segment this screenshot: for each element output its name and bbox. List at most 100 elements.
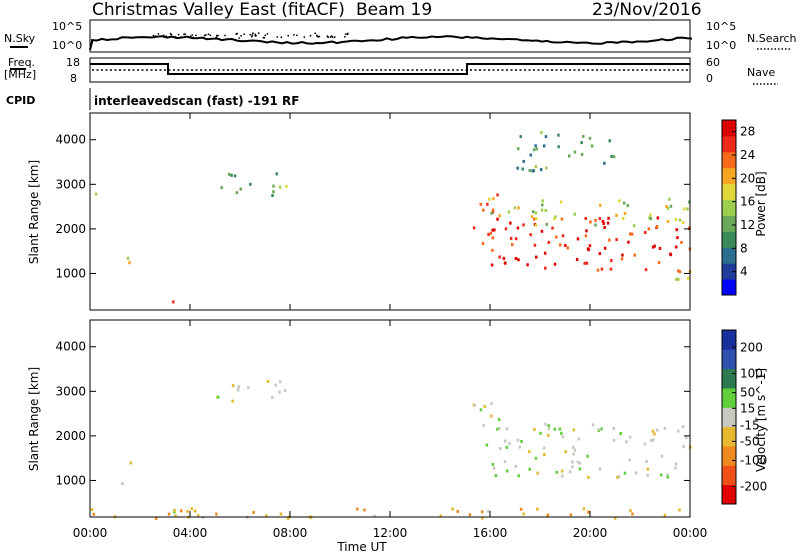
nsearch-point [326, 35, 329, 38]
heat-cell [677, 277, 680, 281]
heat-cell [580, 141, 583, 145]
heat-cell [491, 208, 495, 212]
colorbar-swatch [722, 199, 736, 216]
nsearch-point [314, 32, 317, 35]
nave-tick-top: 60 [706, 56, 720, 69]
nsearch-point [296, 34, 298, 37]
nsearch-point [347, 32, 349, 35]
heat-cell [544, 266, 547, 270]
colorbar-swatch [722, 465, 736, 486]
nsearch-point [177, 33, 180, 36]
heat-cell [174, 514, 177, 518]
heat-cell [564, 243, 567, 247]
heat-cell [506, 469, 509, 473]
heat-cell [651, 245, 655, 249]
heat-cell [629, 509, 632, 513]
heat-cell [488, 197, 491, 201]
heat-cell [544, 135, 548, 139]
heat-cell [534, 211, 538, 215]
heat-cell [584, 234, 588, 238]
heat-cell [472, 226, 476, 230]
heat-cell [612, 438, 616, 442]
heat-cell [582, 134, 585, 138]
nsearch-point [318, 35, 321, 38]
heat-cell [657, 261, 661, 265]
power-colorbar: 4 8 12 16 20 24 28 [721, 119, 755, 296]
nsearch-point [207, 33, 210, 36]
heat-cell [491, 236, 495, 240]
heat-cell [685, 436, 688, 440]
heat-cell [678, 270, 682, 274]
nsky-series [89, 35, 693, 51]
heat-cell [573, 212, 576, 216]
heat-cell [580, 152, 584, 156]
heat-cell [553, 427, 557, 431]
heat-cell [520, 440, 523, 443]
colorbar-swatch [722, 349, 736, 370]
heat-cell [489, 231, 493, 235]
heat-cell [644, 231, 647, 234]
heat-cell [278, 185, 282, 189]
heat-cell [126, 256, 130, 260]
heat-cell [541, 199, 544, 203]
colorbar-tick-label: -50 [740, 434, 760, 448]
nsearch-point [215, 36, 218, 39]
velocity-panel: 1000 2000 3000 4000 Slant Range [km] [27, 319, 692, 520]
heat-cell [167, 512, 171, 516]
heat-cell [507, 210, 511, 214]
heat-cell [594, 218, 597, 222]
heat-cell [656, 216, 660, 220]
nsearch-point [250, 35, 253, 38]
heat-cell [547, 427, 550, 431]
heat-cell [451, 507, 454, 511]
nsearch-point [257, 32, 260, 34]
heat-cell [577, 437, 580, 441]
heat-cell [517, 474, 520, 478]
heat-cell [561, 234, 565, 238]
colorbar-tick-label: 24 [740, 148, 755, 162]
colorbar-tick-label: 28 [740, 125, 755, 139]
colorbar-tick-label: 20 [740, 171, 755, 185]
heat-cell [483, 405, 486, 408]
heat-cell [509, 236, 513, 240]
colorbar-tick-label: -100 [740, 454, 767, 468]
nsearch-point [180, 36, 182, 38]
nsearch-point [343, 35, 346, 38]
nsearch-point [264, 34, 267, 37]
heat-cell [622, 217, 625, 220]
colorbar-swatch [722, 247, 736, 264]
heat-cell [578, 461, 582, 465]
heat-cell [678, 508, 681, 512]
y-tick-label: 3000 [55, 384, 86, 398]
heat-cell [490, 263, 494, 267]
heat-cell [609, 267, 613, 271]
nsearch-label: N.Search [747, 32, 797, 45]
heat-cell [532, 148, 536, 152]
heat-cell [279, 512, 283, 516]
heat-cell [536, 471, 539, 475]
nsearch-point [287, 34, 290, 37]
nsearch-tick-top: 10^5 [706, 20, 736, 33]
heat-cell [615, 238, 618, 242]
heat-cell [529, 233, 532, 237]
colorbar-swatch [722, 426, 736, 447]
heat-cell [479, 202, 482, 206]
heat-cell [516, 166, 519, 170]
nsearch-point [209, 34, 212, 37]
heat-cell [278, 390, 281, 394]
heat-cell [623, 211, 627, 215]
heat-cell [646, 474, 650, 477]
nsearch-point [344, 33, 347, 35]
colorbar-tick-label: -15 [740, 419, 760, 433]
heat-cell [481, 242, 485, 245]
heat-cell [539, 431, 542, 435]
heat-cell [233, 174, 237, 178]
heat-cell [582, 507, 586, 511]
heat-cell [585, 229, 588, 233]
heat-cell [540, 131, 543, 134]
nsearch-point [157, 33, 160, 35]
heat-cell [517, 258, 520, 262]
heat-cell [557, 133, 560, 137]
heat-cell [572, 445, 575, 449]
power-ylabel: Slant Range [km] [27, 160, 41, 264]
